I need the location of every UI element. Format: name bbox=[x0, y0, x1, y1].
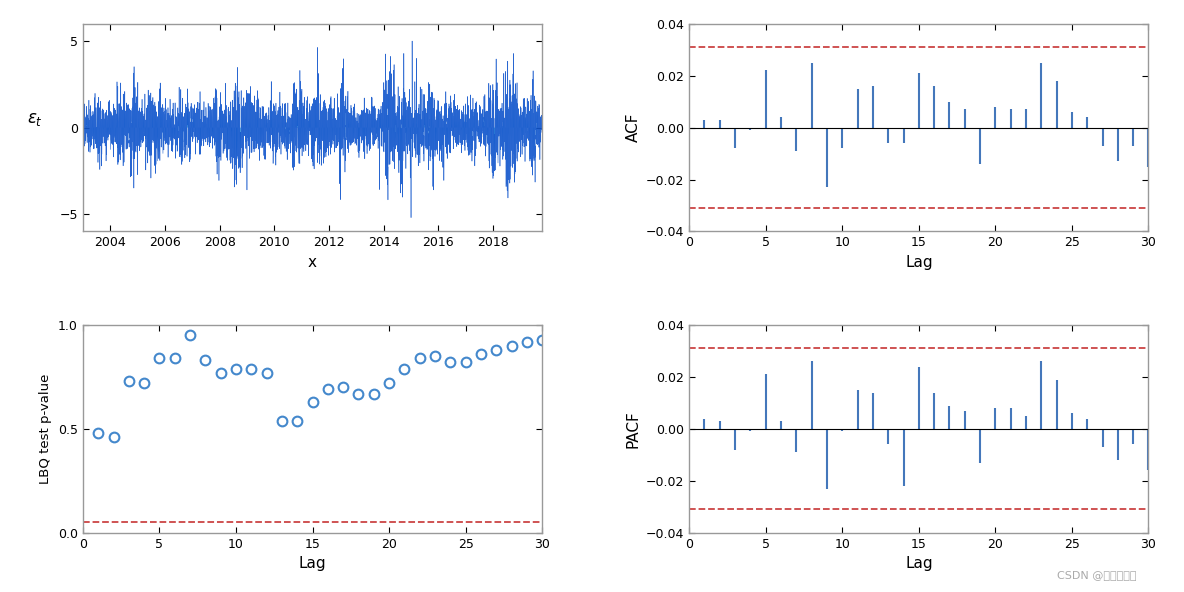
X-axis label: Lag: Lag bbox=[298, 556, 327, 571]
Text: CSDN @拓端研究室: CSDN @拓端研究室 bbox=[1057, 570, 1137, 580]
X-axis label: Lag: Lag bbox=[905, 556, 933, 571]
X-axis label: x: x bbox=[308, 255, 317, 270]
X-axis label: Lag: Lag bbox=[905, 255, 933, 270]
Y-axis label: PACF: PACF bbox=[625, 410, 641, 448]
Y-axis label: $\epsilon_t$: $\epsilon_t$ bbox=[26, 110, 43, 128]
Y-axis label: LBQ test p-value: LBQ test p-value bbox=[39, 374, 52, 484]
Y-axis label: ACF: ACF bbox=[625, 113, 641, 142]
